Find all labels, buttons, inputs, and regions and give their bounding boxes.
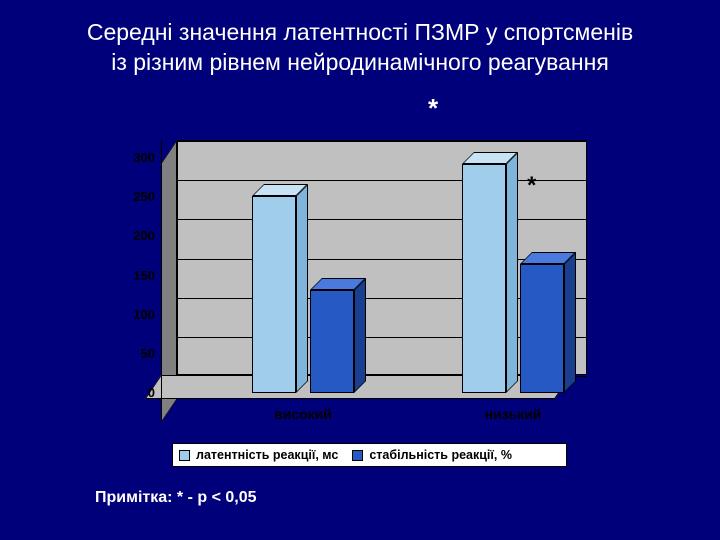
y-tick-label: 250 — [125, 189, 155, 204]
bar — [462, 164, 506, 393]
bar — [520, 264, 564, 393]
legend-label-2: стабільність реакції, % — [369, 448, 512, 462]
gridline — [178, 141, 586, 142]
bar — [310, 290, 354, 393]
legend-label-1: латентність реакції, мс — [196, 448, 338, 462]
y-tick-label: 50 — [125, 346, 155, 361]
y-tick-label: 150 — [125, 268, 155, 283]
y-tick-label: 200 — [125, 228, 155, 243]
asterisk-mark-chart: * — [527, 172, 536, 200]
gridline — [178, 180, 586, 181]
y-tick-label: 300 — [125, 150, 155, 165]
y-tick-label: 100 — [125, 307, 155, 322]
y-tick-label: 0 — [125, 385, 155, 400]
legend-swatch-1 — [179, 450, 190, 461]
legend: латентність реакції, мс стабільність реа… — [172, 443, 567, 467]
y-axis-line — [161, 140, 162, 399]
asterisk-mark-title: * — [428, 93, 438, 124]
x-category-label: високий — [243, 406, 363, 422]
gridline — [178, 219, 586, 220]
x-category-label: низький — [453, 406, 573, 422]
footnote: Примітка: * - р < 0,05 — [95, 489, 257, 507]
bar — [252, 196, 296, 393]
legend-swatch-2 — [352, 450, 363, 461]
page-title: Середні значення латентності ПЗМР у спор… — [0, 0, 720, 78]
